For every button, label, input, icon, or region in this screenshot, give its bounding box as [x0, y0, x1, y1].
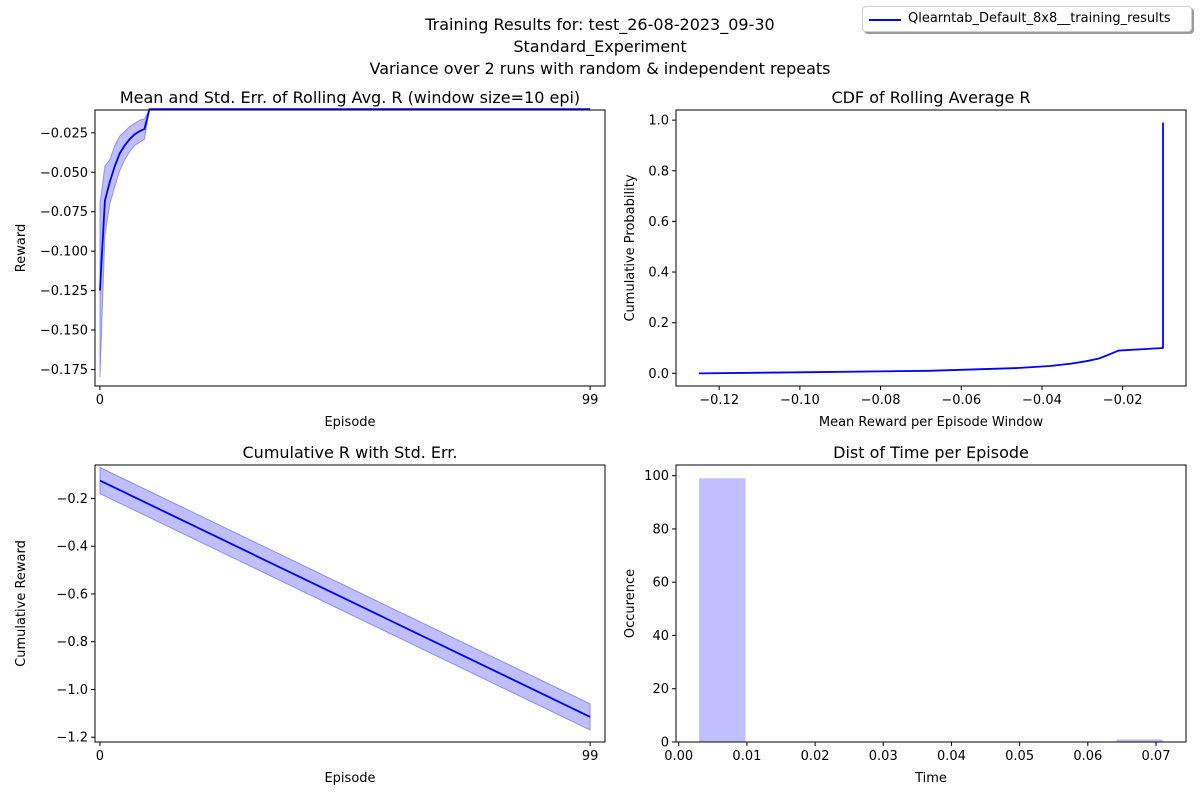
y-tick-label: −0.150 — [40, 324, 88, 339]
series-line — [99, 479, 591, 718]
y-axis-label: Cumulative Reward — [14, 540, 29, 667]
x-tick-label: −0.02 — [1103, 393, 1143, 408]
y-tick-label: 80 — [652, 522, 669, 537]
x-tick-label: 0.00 — [664, 749, 693, 764]
y-tick-label: −0.8 — [56, 635, 88, 650]
x-tick-label: 0.06 — [1073, 749, 1102, 764]
subplot-4: 0.00 0.01 0.02 0.03 0.04 0.05 0.06 0.07 0 20 40 60 8… — [623, 443, 1187, 786]
subplot-title: Mean and Std. Err. of Rolling Avg. R (wi… — [120, 88, 580, 107]
y-tick-label: −0.050 — [40, 166, 88, 181]
subplot-title: CDF of Rolling Average R — [831, 88, 1030, 107]
y-tick-label: 100 — [644, 469, 669, 484]
x-tick-label: 0.02 — [801, 749, 830, 764]
axes-frame — [94, 109, 606, 387]
histogram-bar — [1116, 739, 1163, 742]
y-tick-label: −1.0 — [56, 683, 88, 698]
x-axis-label: Time — [914, 771, 947, 786]
y-tick-label: 0.4 — [648, 266, 669, 281]
y-tick-label: 60 — [652, 576, 669, 591]
x-tick-label: 0 — [96, 749, 104, 764]
subplot-1: 0 99 −0.175 −0.150 −0.125 −0.100 −0.075 −0.050 −… — [14, 88, 606, 430]
x-tick-label: 0.01 — [732, 749, 761, 764]
y-tick-label: −0.6 — [56, 587, 88, 602]
subplot-title: Dist of Time per Episode — [833, 443, 1029, 462]
axes-frame — [675, 464, 1187, 743]
subplot-2: −0.12 −0.10 −0.08 −0.06 −0.04 −0.02 0.0 0.2 0.4 0… — [623, 88, 1187, 430]
x-tick-label: 99 — [582, 749, 599, 764]
series-line — [698, 122, 1164, 375]
y-tick-label: −0.100 — [40, 245, 88, 260]
y-tick-label: 20 — [652, 682, 669, 697]
x-tick-label: 0.07 — [1142, 749, 1171, 764]
suptitle-line-2: Standard_Experiment — [513, 37, 687, 56]
x-axis-label: Episode — [324, 415, 375, 430]
y-tick-label: −0.075 — [40, 205, 88, 220]
subplot-title: Cumulative R with Std. Err. — [243, 443, 458, 462]
x-tick-label: −0.08 — [861, 393, 901, 408]
y-tick-label: −0.2 — [56, 492, 88, 507]
y-tick-label: 0.2 — [648, 316, 669, 331]
subplot-3: 0 99 −1.2 −1.0 −0.8 −0.6 −0.4 −0.2 Cumulative R … — [14, 443, 606, 786]
y-axis-label: Cumulative Probability — [623, 174, 638, 321]
y-tick-label: −0.025 — [40, 126, 88, 141]
y-tick-label: 0.0 — [648, 367, 669, 382]
x-tick-label: −0.10 — [780, 393, 820, 408]
x-tick-label: 0.04 — [937, 749, 966, 764]
x-tick-label: 0 — [96, 393, 104, 408]
y-tick-label: −1.2 — [56, 731, 88, 746]
legend: Qlearntab_Default_8x8__training_results — [862, 6, 1192, 32]
histogram-bar — [699, 478, 746, 742]
y-tick-label: −0.4 — [56, 540, 88, 555]
series-line — [99, 108, 591, 291]
x-axis-label: Mean Reward per Episode Window — [819, 415, 1044, 430]
figure-suptitle: Training Results for: test_26-08-2023_09… — [0, 14, 1200, 80]
x-tick-label: 99 — [582, 393, 599, 408]
x-tick-label: 0.03 — [869, 749, 898, 764]
std-err-band — [99, 108, 591, 378]
y-tick-label: −0.125 — [40, 284, 88, 299]
y-tick-label: −0.175 — [40, 363, 88, 378]
x-tick-label: −0.06 — [941, 393, 981, 408]
x-axis-label: Episode — [324, 771, 375, 786]
y-tick-label: 1.0 — [648, 114, 669, 129]
y-axis-label: Reward — [14, 224, 29, 272]
y-tick-label: 0.6 — [648, 215, 669, 230]
legend-line-swatch — [869, 19, 901, 21]
y-axis-label: Occurence — [623, 569, 638, 638]
legend-label: Qlearntab_Default_8x8__training_results — [908, 11, 1171, 26]
x-tick-label: −0.04 — [1022, 393, 1062, 408]
suptitle-line-1: Training Results for: test_26-08-2023_09… — [425, 15, 775, 34]
axes-frame — [675, 109, 1187, 387]
y-tick-label: 0 — [661, 736, 669, 751]
suptitle-line-3: Variance over 2 runs with random & indep… — [369, 59, 831, 78]
y-tick-label: 0.8 — [648, 164, 669, 179]
axes-frame — [94, 464, 606, 743]
x-tick-label: 0.05 — [1005, 749, 1034, 764]
x-tick-label: −0.12 — [699, 393, 739, 408]
y-tick-label: 40 — [652, 629, 669, 644]
